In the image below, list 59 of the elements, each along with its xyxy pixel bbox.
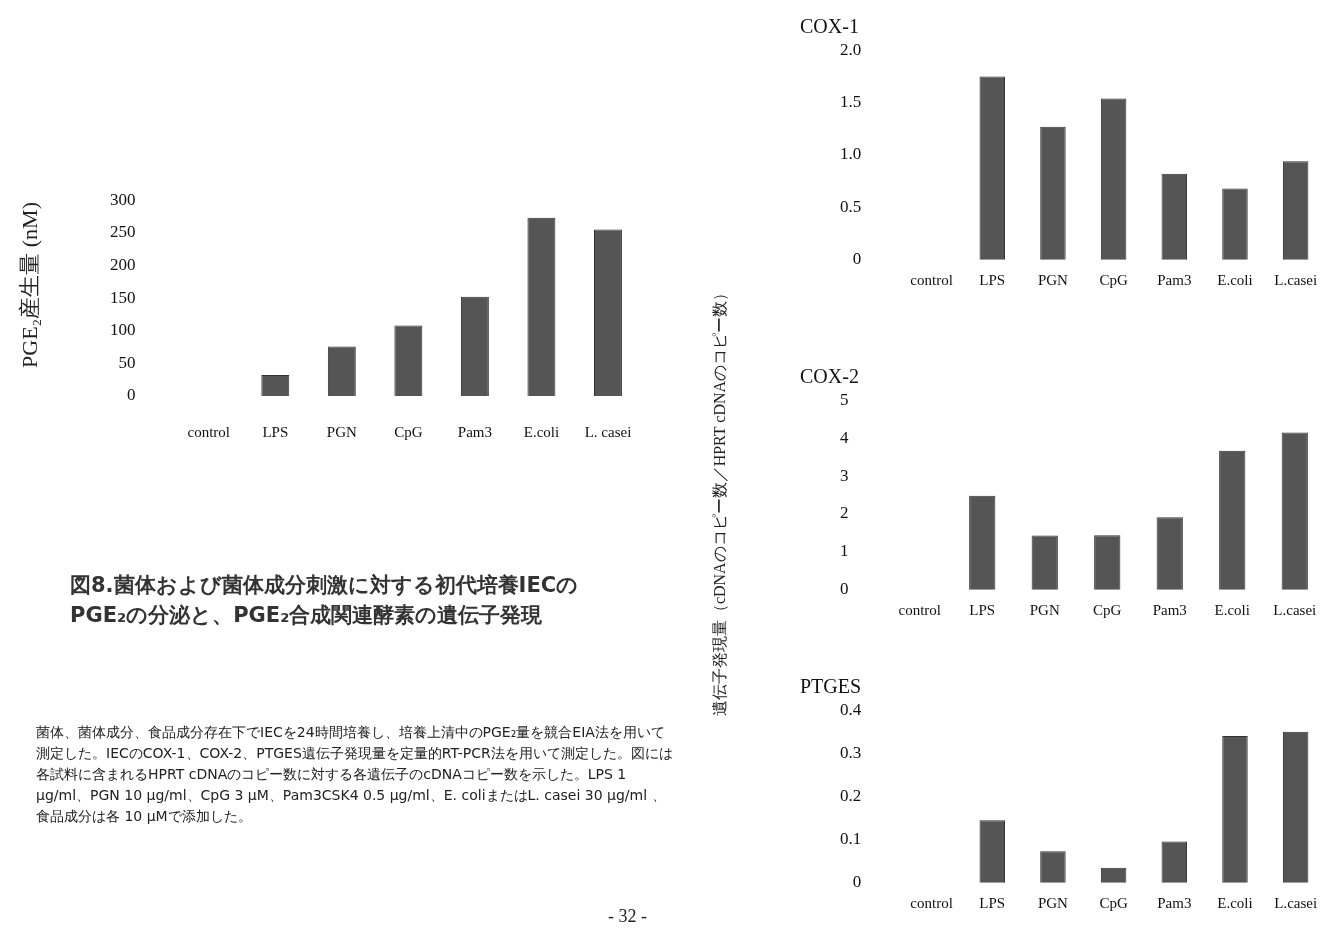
x-tick-label: control xyxy=(910,894,953,911)
x-tick-label: L.casei xyxy=(1274,894,1318,911)
x-tick-label: E.coli xyxy=(523,423,560,440)
y-tick-label: 200 xyxy=(110,254,136,274)
y-tick-label: 100 xyxy=(110,320,136,340)
x-tick-label: E.coli xyxy=(1217,894,1253,911)
y-tick-label: 300 xyxy=(110,189,136,209)
x-tick-label: E.coli xyxy=(1217,271,1253,288)
chart-title: PTGES xyxy=(800,675,862,698)
x-tick-label: L.casei xyxy=(1274,271,1318,288)
y-tick-label: 0.3 xyxy=(840,742,862,762)
x-tick-label: LPS xyxy=(262,423,289,440)
y-tick-label: 3 xyxy=(840,465,849,485)
x-tick-label: PGN xyxy=(326,423,357,440)
caption: 図8.菌体および菌体成分刺激に対する初代培養IECのPGE₂の分泌と、PGE₂合成関連酵素の遺伝子発現 xyxy=(70,572,580,629)
x-tick-label: LPS xyxy=(969,601,996,618)
x-tick-label: CpG xyxy=(1099,894,1128,911)
x-tick-label: Pam3 xyxy=(1152,601,1187,618)
x-tick-label: L. casei xyxy=(584,423,632,440)
x-tick-label: CpG xyxy=(394,423,423,440)
x-tick-label: CpG xyxy=(1093,601,1122,618)
y-tick-label: 2.0 xyxy=(840,39,862,59)
x-tick-label: Pam3 xyxy=(1157,271,1192,288)
y-tick-label: 0 xyxy=(840,579,849,599)
y-tick-label: 1.0 xyxy=(840,144,862,164)
x-tick-label: PGN xyxy=(1037,894,1069,911)
y-tick-label: 2 xyxy=(840,503,849,523)
y-axis-title: 遺伝子発現量（cDNAのコピー数／HPRT cDNAのコピー数） xyxy=(709,283,729,719)
x-tick-label: E.coli xyxy=(1214,601,1250,618)
chart-title: COX-2 xyxy=(800,365,859,388)
x-tick-label: L.casei xyxy=(1273,601,1317,618)
y-tick-label: 0 xyxy=(852,249,862,269)
y-tick-label: 0.5 xyxy=(840,196,862,216)
y-tick-label: 5 xyxy=(840,389,849,409)
y-tick-label: 250 xyxy=(110,222,136,242)
y-axis-title: PGE₂産生量 (nM) xyxy=(16,201,43,370)
y-tick-label: 0 xyxy=(852,872,862,892)
x-tick-label: PGN xyxy=(1037,271,1069,288)
chart-title: COX-1 xyxy=(800,15,859,38)
x-tick-label: Pam3 xyxy=(1157,894,1192,911)
x-tick-label: control xyxy=(910,271,953,288)
x-tick-label: LPS xyxy=(979,271,1006,288)
y-tick-label: 150 xyxy=(110,287,136,307)
y-tick-label: 0 xyxy=(127,385,136,405)
y-tick-label: 0.2 xyxy=(840,785,862,805)
text: - 32 - xyxy=(608,906,647,927)
y-tick-label: 1.5 xyxy=(840,92,862,112)
text: 菌体、菌体成分、食品成分存在下でIECを24時間培養し、培養上清中のPGE₂量を競合EIA法を用いて測定した。IECのCOX-1、COX-2、PTGES遺伝子発現量を定量的RT-PCR法を用いて測定した。図には各試料に含まれるHPRT cDNAのコピー数に対する各遺伝子のcDNAコピー数を示した。LPS 1 μg/ml、PGN 10 μg/ml、CpG 3 μM、Pam3CSK4 0.5 μg/ml、E. coliまたはL. casei 30 μg/ml 、食品成分は各 10 μMで添加した。 xyxy=(36,723,674,826)
y-tick-label: 0.4 xyxy=(840,699,862,719)
x-tick-label: control xyxy=(187,423,231,440)
y-tick-label: 50 xyxy=(118,352,136,372)
x-tick-label: control xyxy=(898,601,941,618)
y-tick-label: 0.1 xyxy=(840,829,862,849)
y-tick-label: 4 xyxy=(840,427,849,447)
x-tick-label: LPS xyxy=(979,894,1006,911)
y-tick-label: 1 xyxy=(840,541,849,561)
x-tick-label: CpG xyxy=(1099,271,1128,288)
x-tick-label: Pam3 xyxy=(457,423,492,440)
x-tick-label: PGN xyxy=(1029,601,1060,618)
